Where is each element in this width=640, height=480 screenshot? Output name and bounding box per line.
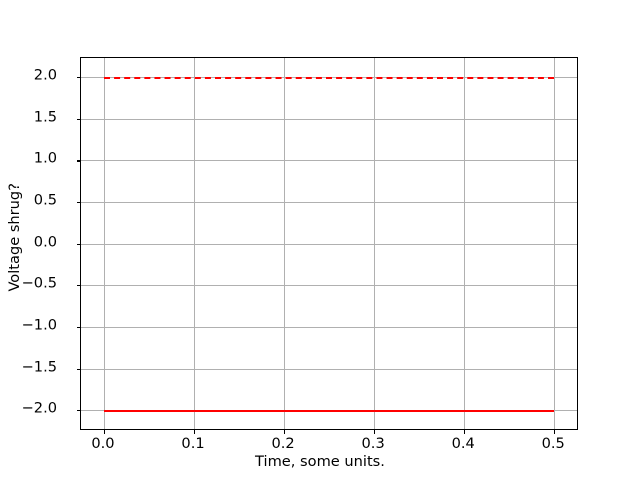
tick-label-x: 0.2 <box>271 435 295 452</box>
tick-label-y: −1.5 <box>21 358 57 376</box>
tick-label-x: 0.1 <box>181 435 205 452</box>
tick-label-y: −1.0 <box>21 316 57 334</box>
data-series-lower <box>103 410 555 413</box>
tick-label-x: 0.3 <box>361 435 385 452</box>
gridline-horizontal <box>81 285 577 287</box>
gridline-vertical <box>284 58 286 429</box>
tick-mark-y <box>76 326 81 329</box>
tick-label-y: −0.5 <box>21 275 57 292</box>
gridline-vertical <box>464 58 466 429</box>
tick-label-y: 0.5 <box>33 191 57 209</box>
gridline-vertical <box>374 58 376 429</box>
tick-label-x: 0.5 <box>541 435 565 452</box>
tick-mark-y <box>76 77 81 79</box>
tick-mark-y <box>76 202 81 204</box>
tick-label-y: 1.5 <box>33 108 57 126</box>
tick-mark-y <box>76 368 81 370</box>
tick-mark-y <box>76 410 81 412</box>
tick-mark-y <box>76 285 81 287</box>
gridline-vertical <box>194 58 196 429</box>
tick-label-y: 0.0 <box>33 233 57 251</box>
tick-mark-x <box>103 429 106 434</box>
tick-mark-x <box>554 429 556 434</box>
tick-mark-x <box>464 429 466 434</box>
gridline-vertical <box>554 58 556 429</box>
tick-label-y: 1.0 <box>33 150 57 168</box>
y-axis-label: Voltage shrug? <box>5 182 23 292</box>
gridline-horizontal <box>81 118 577 120</box>
gridline-vertical <box>103 58 105 429</box>
gridline-horizontal <box>81 160 577 162</box>
tick-label-x: 0.4 <box>451 435 475 452</box>
tick-label-y: −2.0 <box>21 399 57 417</box>
gridline-horizontal <box>81 368 577 370</box>
tick-mark-y <box>76 118 81 120</box>
tick-label-x: 0.0 <box>91 435 115 452</box>
data-series-upper <box>103 77 555 80</box>
plot-surface <box>81 58 577 429</box>
tick-label-y: 2.0 <box>33 66 57 84</box>
gridline-horizontal <box>81 243 577 245</box>
tick-mark-y <box>76 160 81 162</box>
x-axis-label: Time, some units. <box>255 453 385 470</box>
tick-mark-x <box>374 429 376 434</box>
plot-axes <box>76 57 578 434</box>
gridline-horizontal <box>81 326 577 328</box>
tick-mark-x <box>284 429 286 434</box>
tick-mark-y <box>76 243 81 245</box>
tick-mark-x <box>194 429 196 434</box>
gridline-horizontal <box>81 202 577 204</box>
